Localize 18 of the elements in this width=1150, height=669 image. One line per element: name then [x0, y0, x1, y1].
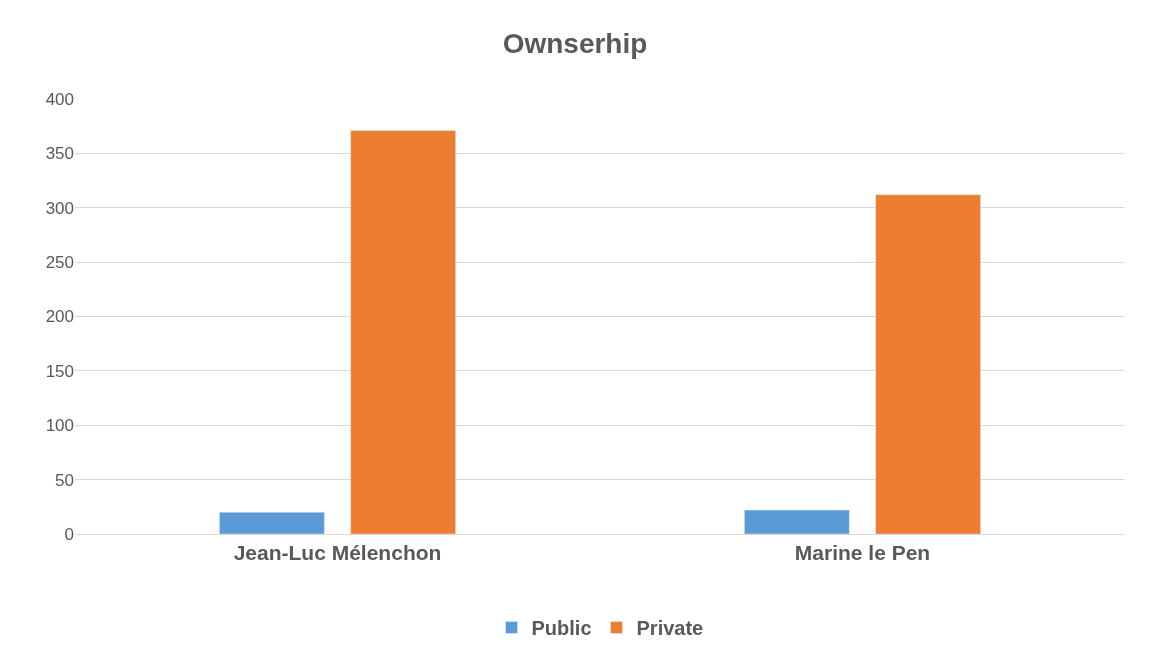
y-tick-label: 150: [45, 361, 74, 381]
bar: [875, 194, 981, 534]
y-tick-label: 250: [45, 253, 74, 273]
bar: [350, 130, 456, 534]
y-tick-label: 0: [64, 524, 74, 544]
bar: [744, 509, 850, 534]
legend-label: Public: [531, 617, 592, 640]
y-tick-label: 100: [45, 416, 74, 436]
x-tick-label: Jean-Luc Mélenchon: [233, 541, 442, 565]
bar: [219, 512, 325, 534]
y-tick-label: 50: [55, 470, 74, 490]
chart-title: Ownserhip: [502, 28, 648, 60]
legend-label: Private: [636, 617, 704, 640]
y-tick-label: 350: [45, 144, 74, 164]
x-tick-label: Marine le Pen: [794, 541, 931, 565]
y-tick-label: 400: [45, 89, 74, 109]
y-tick-label: 300: [45, 198, 74, 218]
y-tick-label: 200: [45, 307, 74, 327]
